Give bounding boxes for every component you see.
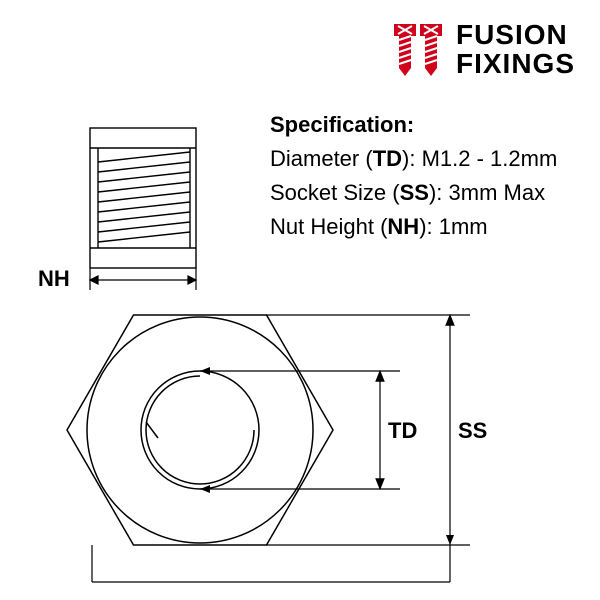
spec-title: Specification: bbox=[270, 108, 575, 142]
spec-abbr: (TD): bbox=[365, 146, 421, 171]
nut-side-view: NH bbox=[40, 120, 230, 305]
spec-label: Diameter bbox=[270, 146, 359, 171]
ss-label: SS bbox=[458, 418, 487, 444]
spec-label: Socket Size bbox=[270, 180, 386, 205]
specification-block: Specification: Diameter (TD): M1.2 - 1.2… bbox=[270, 108, 575, 244]
nh-label: NH bbox=[38, 266, 70, 292]
spec-row-height: Nut Height (NH): 1mm bbox=[270, 210, 575, 244]
spec-abbr: (NH): bbox=[380, 214, 439, 239]
spec-row-socket: Socket Size (SS): 3mm Max bbox=[270, 176, 575, 210]
spec-value: M1.2 - 1.2mm bbox=[422, 146, 558, 171]
logo-line2: FIXINGS bbox=[456, 49, 575, 78]
spec-row-diameter: Diameter (TD): M1.2 - 1.2mm bbox=[270, 142, 575, 176]
spec-value: 3mm Max bbox=[449, 180, 546, 205]
logo-line1: FUSION bbox=[456, 20, 575, 49]
spec-abbr: (SS): bbox=[392, 180, 448, 205]
brand-logo: FUSION FIXINGS bbox=[388, 20, 575, 79]
logo-screw-icon bbox=[388, 20, 448, 78]
nut-top-view: TD SS bbox=[60, 310, 540, 597]
spec-value: 1mm bbox=[439, 214, 488, 239]
td-label: TD bbox=[388, 418, 417, 444]
spec-label: Nut Height bbox=[270, 214, 374, 239]
logo-text: FUSION FIXINGS bbox=[456, 20, 575, 79]
